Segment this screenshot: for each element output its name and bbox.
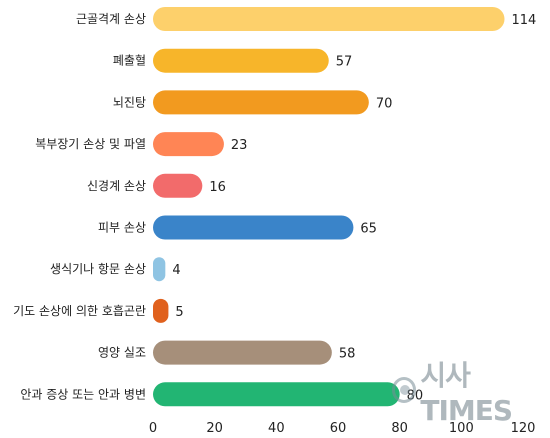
bar (153, 48, 329, 73)
category-label: 피부 손상 (98, 221, 146, 235)
bar (153, 7, 505, 31)
x-tick-label: 20 (206, 421, 223, 436)
value-label: 58 (339, 347, 356, 362)
x-tick-label: 80 (391, 421, 408, 436)
value-label: 80 (407, 388, 424, 403)
bar (153, 215, 354, 240)
x-tick-label: 60 (330, 421, 347, 436)
value-label: 4 (172, 263, 180, 278)
category-label: 뇌진탕 (113, 95, 146, 109)
bar (153, 90, 369, 115)
value-label: 57 (336, 55, 353, 70)
bar (153, 132, 224, 157)
value-label: 114 (512, 13, 537, 28)
x-tick-label: 120 (511, 421, 536, 436)
category-label: 신경계 손상 (87, 179, 146, 193)
x-tick-label: 0 (149, 421, 157, 436)
bar (153, 298, 169, 323)
bar (153, 173, 203, 198)
x-tick-label: 100 (449, 421, 474, 436)
value-label: 70 (376, 96, 393, 111)
bar (153, 257, 166, 282)
category-label: 근골격계 손상 (76, 12, 146, 26)
category-label: 안과 증상 또는 안과 병변 (20, 387, 146, 401)
bar (153, 382, 400, 407)
category-label: 기도 손상에 의한 호흡곤란 (13, 304, 146, 318)
value-label: 65 (360, 222, 377, 237)
bars-group (153, 7, 505, 407)
value-label: 5 (175, 305, 183, 320)
value-label: 23 (231, 138, 248, 153)
category-label: 생식기나 항문 손상 (50, 262, 146, 276)
value-label: 16 (209, 180, 226, 195)
x-axis-ticks: 0 20 40 60 80 100 120 (149, 421, 536, 436)
bar (153, 340, 332, 365)
category-label: 폐출혈 (113, 54, 146, 68)
category-label: 영양 실조 (98, 346, 146, 360)
x-tick-label: 40 (268, 421, 285, 436)
category-label: 복부장기 손상 및 파열 (35, 137, 146, 151)
